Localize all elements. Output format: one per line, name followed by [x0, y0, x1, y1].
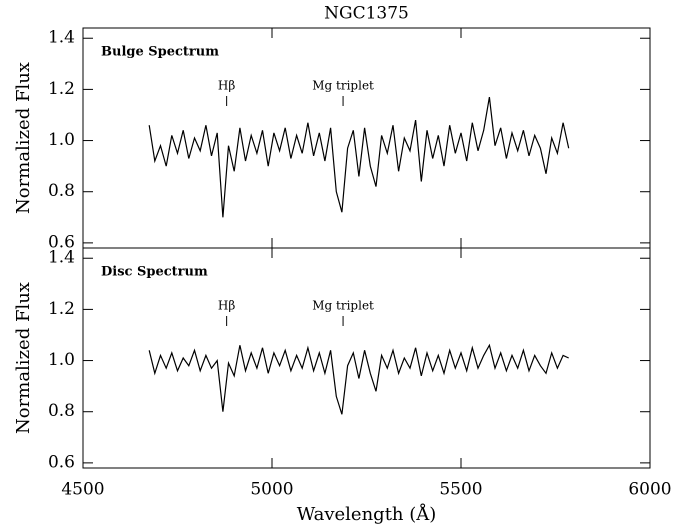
- y-tick-label: 0.8: [48, 181, 75, 201]
- y-tick-label: 1.4: [48, 28, 75, 48]
- y-tick-label: 1.2: [48, 79, 75, 99]
- x-tick-label: 5500: [439, 480, 482, 500]
- y-tick-label: 0.6: [48, 452, 75, 472]
- y-tick-label: 1.0: [48, 130, 75, 150]
- x-tick-label: 6000: [628, 480, 671, 500]
- y-tick-label: 1.4: [48, 248, 75, 268]
- x-axis-label: Wavelength (Å): [297, 503, 437, 525]
- annotation: Mg triplet: [312, 299, 374, 313]
- y-tick-label: 1.2: [48, 299, 75, 319]
- plot-frame: [82, 247, 651, 469]
- y-axis-label: Normalized Flux: [13, 62, 34, 214]
- y-tick-label: 0.8: [48, 401, 75, 421]
- panel-label: Bulge Spectrum: [101, 45, 219, 60]
- annotation: Mg triplet: [312, 79, 374, 93]
- chart-title: NGC1375: [324, 4, 409, 24]
- y-tick-label: 0.6: [48, 232, 75, 252]
- annotation: Hβ: [218, 79, 235, 93]
- y-tick-label: 1.0: [48, 350, 75, 370]
- panel-label: Disc Spectrum: [101, 265, 208, 280]
- x-tick-label: 5000: [250, 480, 293, 500]
- spectrum-line: [148, 96, 570, 218]
- x-tick-label: 4500: [61, 480, 104, 500]
- annotation: Hβ: [218, 299, 235, 313]
- spectrum-line: [148, 343, 569, 415]
- y-axis-label: Normalized Flux: [13, 282, 34, 434]
